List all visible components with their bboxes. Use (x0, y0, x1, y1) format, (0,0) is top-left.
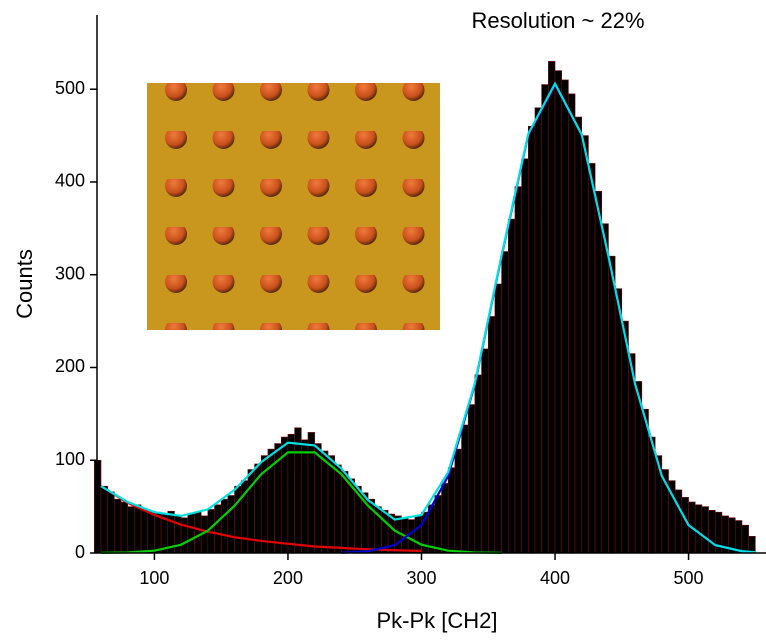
bar (447, 467, 456, 554)
bar (734, 520, 743, 554)
bar (588, 163, 596, 554)
bar (294, 427, 302, 554)
y-tick-label: 0 (75, 542, 85, 562)
bar (608, 255, 616, 554)
bar (114, 498, 122, 554)
y-tick-label: 300 (55, 263, 85, 283)
bar (187, 513, 195, 554)
bar (441, 483, 449, 554)
bar (548, 61, 556, 554)
bar (614, 288, 623, 554)
bar (341, 471, 349, 554)
bar (220, 498, 229, 554)
bar (107, 491, 115, 554)
bar (648, 436, 656, 554)
bar (327, 455, 335, 554)
bar (481, 348, 489, 554)
bar (227, 495, 235, 554)
fit-curve (100, 485, 422, 552)
y-tick-label: 200 (55, 356, 85, 376)
bar (741, 524, 749, 554)
bar (521, 158, 529, 554)
bar (541, 84, 549, 554)
bar (180, 517, 189, 554)
y-axis-label: Counts (12, 249, 37, 319)
bar (561, 79, 569, 554)
bar (147, 510, 155, 554)
bar (140, 509, 149, 554)
bar (487, 316, 496, 554)
bar (100, 485, 108, 554)
bar (134, 504, 142, 554)
x-tick-label: 400 (540, 568, 570, 588)
bar (701, 506, 709, 554)
bar (334, 464, 342, 554)
bar (321, 450, 329, 554)
bar (234, 485, 242, 554)
bar (601, 223, 609, 554)
bar (301, 439, 309, 554)
bar (621, 320, 629, 554)
bar (314, 443, 322, 554)
bar (467, 404, 476, 554)
bar (474, 374, 482, 554)
y-tick-label: 100 (55, 449, 85, 469)
bar (554, 70, 562, 554)
bar (534, 107, 542, 554)
bar (528, 126, 536, 554)
bar (594, 190, 603, 554)
x-tick-label: 200 (273, 568, 303, 588)
bar (407, 519, 416, 554)
bar (454, 448, 462, 554)
inset-photo (147, 83, 440, 330)
bar (194, 511, 202, 554)
bar (127, 506, 135, 554)
bar (461, 424, 469, 554)
bar (307, 432, 315, 554)
fit-curve (100, 81, 756, 554)
x-tick-label: 100 (139, 568, 169, 588)
annotation: Resolution ~ 22% (471, 8, 644, 33)
bar (694, 504, 703, 554)
bar (581, 135, 589, 554)
x-tick-label: 300 (406, 568, 436, 588)
bar (154, 511, 162, 554)
bar (501, 251, 509, 554)
bar (748, 536, 756, 554)
bar (434, 495, 442, 554)
y-tick-label: 500 (55, 78, 85, 98)
x-axis-label: Pk-Pk [CH2] (376, 608, 497, 633)
bar (708, 510, 716, 554)
bar (574, 116, 583, 554)
bar (120, 501, 129, 554)
bar (507, 218, 516, 554)
bar (414, 515, 422, 554)
bar (214, 504, 222, 554)
bar (674, 489, 683, 554)
bar (641, 408, 649, 554)
bar (514, 186, 522, 554)
bar (568, 93, 576, 554)
fit-curves (100, 81, 756, 555)
fit-curve (100, 451, 502, 555)
y-tick-label: 400 (55, 171, 85, 191)
bar (174, 515, 182, 554)
bar (494, 283, 502, 554)
x-tick-label: 500 (674, 568, 704, 588)
photo-dots (147, 83, 440, 330)
